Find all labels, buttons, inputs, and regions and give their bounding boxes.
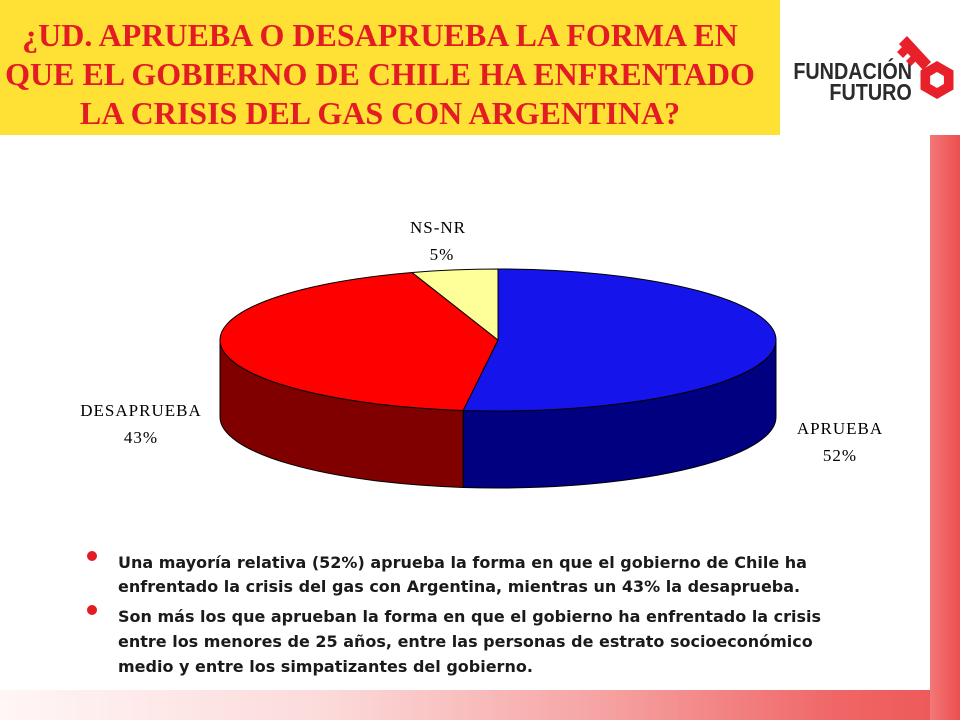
pie-slice-ns-nr (411, 268, 499, 341)
bullet-line: Son más los que aprueban la forma en que… (118, 607, 822, 626)
bullet-dot (87, 551, 97, 561)
key-tooth (897, 46, 909, 58)
key-icon (897, 36, 954, 99)
key-shaft (899, 36, 931, 70)
slide-title: ¿UD. APRUEBA O DESAPRUEBA LA FORMA EN QU… (0, 16, 760, 133)
title-line-1: ¿UD. APRUEBA O DESAPRUEBA LA FORMA EN (22, 17, 738, 53)
title-banner: ¿UD. APRUEBA O DESAPRUEBA LA FORMA EN QU… (0, 0, 780, 135)
pie-slice-aprueba (462, 268, 777, 412)
pie-value-label-desaprueba: 43% (124, 428, 158, 447)
pie-chart: NS-NR 5% DESAPRUEBA 43% APRUEBA 52% (80, 218, 883, 489)
bullet-text: Una mayoría relativa (52%) aprueba la fo… (118, 551, 807, 599)
logo-text-futuro: FUTURO (829, 79, 912, 105)
pie-slice-desaprueba (219, 271, 499, 411)
key-hexagon-head (920, 61, 954, 99)
pie-label-ns-nr: NS-NR (410, 218, 466, 237)
pie-labels: NS-NR 5% DESAPRUEBA 43% APRUEBA 52% (80, 218, 883, 465)
key-tooth (906, 56, 916, 66)
bottom-accent-strip (0, 690, 930, 720)
pie-value-label-ns-nr: 5% (430, 245, 455, 264)
pie-label-desaprueba: DESAPRUEBA (80, 401, 201, 420)
pie-label-aprueba: APRUEBA (797, 419, 883, 438)
right-accent-strip (930, 135, 960, 720)
pie-value-label-aprueba: 52% (823, 446, 857, 465)
logo-text-fundacion: FUNDACIÓN (793, 58, 912, 84)
bullet-line: Una mayoría relativa (52%) aprueba la fo… (118, 553, 807, 572)
bullet-dot (87, 605, 97, 615)
bullet-text: Son más los que aprueban la forma en que… (118, 604, 821, 679)
pie-marks (219, 268, 777, 489)
bullet-line: medio y entre los simpatizantes del gobi… (118, 657, 533, 676)
title-line-2: QUE EL GOBIERNO DE CHILE HA ENFRENTADO (5, 56, 755, 92)
bullet-line: entre los menores de 25 años, entre las … (118, 632, 813, 651)
title-line-3: LA CRISIS DEL GAS CON ARGENTINA? (79, 95, 681, 131)
bullet-line: enfrentado la crisis del gas con Argenti… (118, 577, 801, 596)
